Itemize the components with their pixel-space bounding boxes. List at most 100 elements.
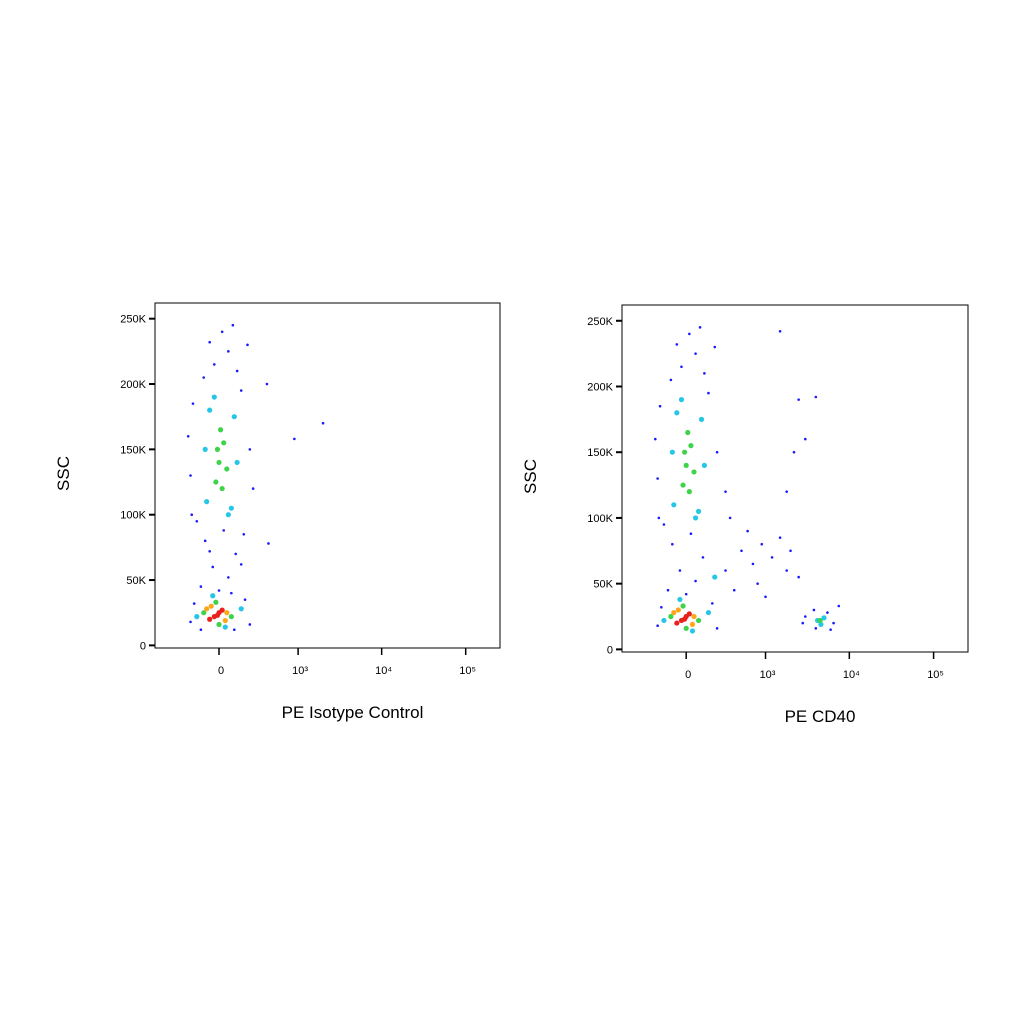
event-dot [812,608,816,612]
event-dot [746,529,749,533]
event-dot [656,477,659,480]
event-dot [740,549,743,553]
event-dot [656,624,659,628]
event-dot [707,391,710,395]
event-dot [792,450,796,454]
event-dot [192,602,196,605]
scatter-plot: 0 50K 100K 150K 200K 250K 0 10³ 10⁴ 10⁵ PE CD40 SSC [521,304,969,726]
event-dot [190,513,194,517]
event-dot [829,628,832,631]
event-dot [728,516,732,520]
y-axis-label: SSC [54,456,73,491]
event-dot [674,620,680,626]
event-dot [321,421,325,425]
event-dot [804,437,807,441]
event-dot [778,536,782,539]
event-dot [225,512,231,518]
event-dot [669,449,675,455]
plot-frame [621,304,969,653]
event-dot [724,490,727,493]
y-tick-label: 0 [140,640,146,652]
event-dot [688,332,691,336]
event-dot [715,627,719,630]
event-dot [797,575,800,579]
event-dot [675,607,681,613]
event-dot [686,611,692,617]
event-dot [238,606,244,612]
event-dot [703,372,706,375]
event-dot [219,485,225,492]
x-axis-label: PE Isotype Control [282,703,424,722]
event-dot [194,614,200,620]
event-dot [217,427,224,433]
event-dot [689,628,696,634]
event-dot [213,599,219,605]
event-dot [713,345,717,349]
y-tick-label: 0 [607,644,613,656]
event-dot [217,589,221,592]
event-dot [785,490,789,493]
event-dot [232,628,236,632]
y-tick-label: 150K [120,444,146,456]
event-dot [814,627,818,630]
event-dot [208,603,214,609]
event-dot [801,621,805,625]
y-tick-label: 50K [126,575,146,587]
event-dot [222,624,228,630]
event-dot [248,448,252,451]
event-dot [683,625,689,631]
event-dot [242,533,246,536]
event-dot [705,609,712,616]
event-dot [660,606,663,609]
event-dot [666,588,670,592]
event-dot [265,382,269,386]
event-dot [675,343,679,346]
event-dot [234,459,240,466]
event-dot [204,499,210,505]
x-tick-label: 10⁵ [927,669,944,681]
event-dot [698,416,705,422]
y-tick-label: 250K [120,314,146,326]
event-dot [683,462,689,468]
x-tick-label: 0 [685,669,691,681]
y-tick-label: 200K [587,381,613,393]
event-dot [756,582,759,585]
y-tick-label: 150K [587,447,613,459]
event-dot [221,440,227,446]
event-dot [668,613,674,620]
event-dot [817,617,823,624]
event-dot [691,469,697,475]
event-dot [199,628,203,632]
event-dot [764,595,767,599]
event-dot [770,556,774,559]
y-axis-label: SSC [521,459,540,494]
event-dot [671,542,674,546]
event-dot [230,591,233,595]
event-dot [267,542,270,545]
event-dot [671,609,677,616]
event-dot [207,407,213,413]
y-tick-label: 200K [120,379,146,391]
event-dot [701,556,705,559]
event-dot [208,340,211,344]
event-dot [186,434,190,438]
event-dot [224,466,230,472]
event-dot [778,329,782,333]
event-dot [682,449,688,455]
event-dot [671,502,677,508]
event-dot [208,549,211,553]
event-dot [189,474,192,477]
event-dot [191,402,195,405]
event-dot [695,617,702,624]
event-dot [669,378,673,382]
event-dot [680,482,686,488]
event-dot [213,479,219,485]
event-dot [712,574,718,580]
event-dot [243,598,247,601]
event-dot [688,443,694,449]
y-tick-label: 50K [593,579,613,591]
event-dot [239,563,243,566]
event-dot [662,523,666,526]
event-dot [203,539,207,543]
event-dot [685,429,691,436]
